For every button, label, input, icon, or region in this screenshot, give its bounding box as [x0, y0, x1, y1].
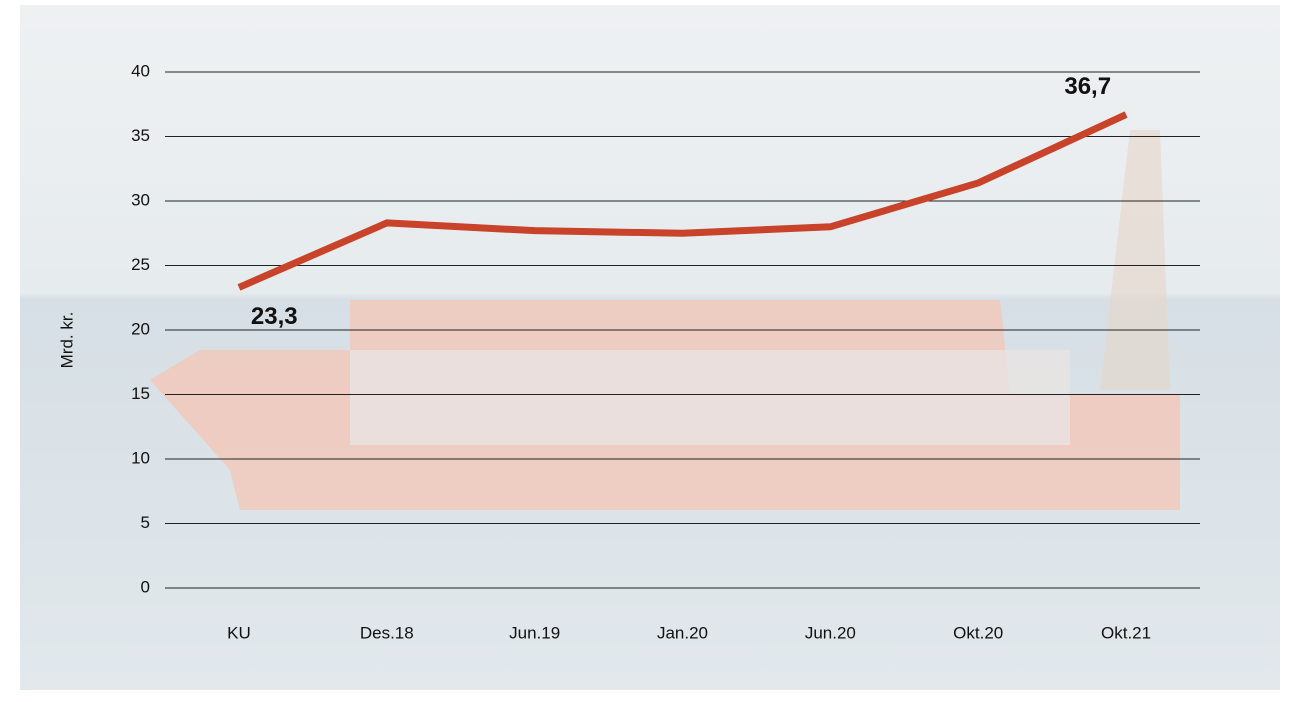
x-tick-label: KU: [227, 623, 251, 642]
y-tick-label: 20: [131, 319, 150, 338]
x-tick-label: Des.18: [360, 623, 414, 642]
y-axis-label: Mrd. kr.: [57, 312, 76, 369]
y-tick-label: 30: [131, 190, 150, 209]
line: [237, 111, 1128, 291]
x-tick-label: Okt.21: [1101, 623, 1151, 642]
y-tick-label: 0: [141, 577, 150, 596]
data-label: 36,7: [1064, 73, 1111, 100]
x-tick-label: Jun.20: [805, 623, 856, 642]
y-tick-label: 10: [131, 448, 150, 467]
background-photo: [20, 5, 1280, 690]
x-tick-label: Okt.20: [953, 623, 1003, 642]
y-tick-label: 35: [131, 126, 150, 145]
y-tick-label: 15: [131, 384, 150, 403]
y-tick-label: 40: [131, 61, 150, 80]
data-label: 23,3: [251, 303, 298, 330]
y-tick-label: 25: [131, 255, 150, 274]
x-tick-label: Jun.19: [509, 623, 560, 642]
y-tick-label: 5: [141, 513, 150, 532]
x-tick-label: Jan.20: [657, 623, 708, 642]
